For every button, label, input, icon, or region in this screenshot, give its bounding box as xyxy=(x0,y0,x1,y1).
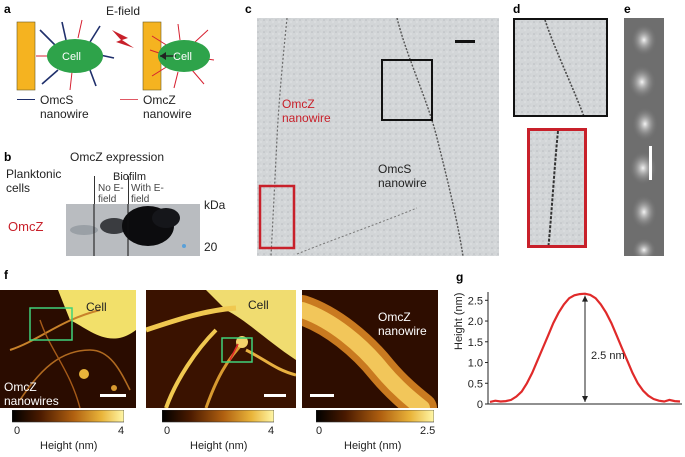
inset-box-red xyxy=(258,184,296,250)
western-title: OmcZ expression xyxy=(70,150,165,164)
scale-bar-e xyxy=(649,146,652,180)
cbar2-title: Height (nm) xyxy=(190,440,248,452)
omcs-label-c: OmcS nanowire xyxy=(378,162,427,190)
chart-ylabel: Height (nm) xyxy=(453,292,465,350)
colorbar-3 xyxy=(316,410,434,423)
cryoem-micrograph xyxy=(257,18,499,256)
efield-bolt-icon xyxy=(112,30,134,48)
omcz-nanowires-label: OmcZ nanowires xyxy=(4,380,59,408)
panel-a-schematic xyxy=(16,19,215,100)
cell-right xyxy=(158,40,210,72)
cbar1-title: Height (nm) xyxy=(40,440,98,452)
cbar2-max: 4 xyxy=(268,425,275,437)
cbar1-max: 4 xyxy=(118,425,125,437)
profile-line xyxy=(229,343,239,361)
colorbar-2 xyxy=(162,410,274,423)
y-tick-label: 2.5 xyxy=(468,295,483,307)
panel-label-a: a xyxy=(4,2,11,16)
electrode-left xyxy=(16,21,36,91)
y-tick-label: 1.5 xyxy=(468,337,483,349)
arrow-head-bottom xyxy=(582,396,588,402)
kda-label: kDa xyxy=(204,198,226,212)
cbar1-min: 0 xyxy=(14,425,21,437)
height-annotation: 2.5 nm xyxy=(591,350,625,362)
col-planktonic: Planktonic cells xyxy=(6,167,62,195)
scale-bar-f1 xyxy=(100,394,126,397)
omcz-label-c: OmcZ nanowire xyxy=(282,97,331,125)
zoom-box-f2 xyxy=(221,337,253,363)
efield-label: E-field xyxy=(106,4,141,18)
panel-label-e: e xyxy=(624,2,631,16)
afm-image-3 xyxy=(302,290,438,408)
afm-image-1 xyxy=(0,290,136,408)
inset-black-zoom xyxy=(513,18,608,117)
col-with-efield: With E-field xyxy=(131,183,164,205)
legend-omcz-text: OmcZ nanowire xyxy=(143,93,192,121)
band-label-omcz: OmcZ xyxy=(8,219,44,234)
scale-bar-c xyxy=(455,40,475,43)
marker-20: 20 xyxy=(204,240,218,254)
cbar3-max: 2.5 xyxy=(420,425,436,437)
arrow-head-top xyxy=(582,295,588,302)
omcs-filament xyxy=(396,18,464,256)
afm-image-2 xyxy=(146,290,296,408)
col-biofilm: Biofilm xyxy=(113,171,147,183)
inset-box-black xyxy=(381,59,433,121)
panel-label-c: c xyxy=(245,2,252,16)
height-profile-line xyxy=(489,292,681,403)
panel-label-g: g xyxy=(456,270,464,284)
y-tick-label: 1.0 xyxy=(468,358,483,370)
omcz-nanowire-label: OmcZ nanowire xyxy=(378,310,427,338)
y-tick-label: 0 xyxy=(477,399,483,411)
biofilm-divider-top xyxy=(94,176,95,204)
panel-label-b: b xyxy=(4,150,12,164)
zoom-box-f1 xyxy=(29,307,73,341)
cbar3-title: Height (nm) xyxy=(344,440,402,452)
height-profile-chart: 0 0.5 1.0 1.5 2.0 2.5 xyxy=(468,292,682,411)
colorbar-1 xyxy=(12,410,124,423)
y-tick-label: 2.0 xyxy=(468,316,483,328)
cbar2-min: 0 xyxy=(164,425,171,437)
western-blot xyxy=(66,204,200,256)
cell-left xyxy=(47,39,103,73)
efield-divider-top xyxy=(128,176,129,204)
scale-bar-f2 xyxy=(264,394,286,397)
y-tick-label: 0.5 xyxy=(468,378,483,390)
panel-label-f: f xyxy=(4,268,8,282)
inset-red-zoom xyxy=(527,128,587,248)
legend-omcs-text: OmcS nanowire xyxy=(40,93,89,121)
panel-label-d: d xyxy=(513,2,521,16)
class-average-image xyxy=(624,18,664,256)
scale-bar-f3 xyxy=(310,394,334,397)
cell-label-right: Cell xyxy=(173,51,192,63)
cbar3-min: 0 xyxy=(316,425,323,437)
col-no-efield: No E-field xyxy=(98,183,124,205)
cell-label-f1: Cell xyxy=(86,300,107,314)
omcz-filament xyxy=(270,18,288,256)
cell-label-left: Cell xyxy=(62,51,81,63)
cell-label-f2: Cell xyxy=(248,298,269,312)
nanowires-left xyxy=(36,19,115,91)
